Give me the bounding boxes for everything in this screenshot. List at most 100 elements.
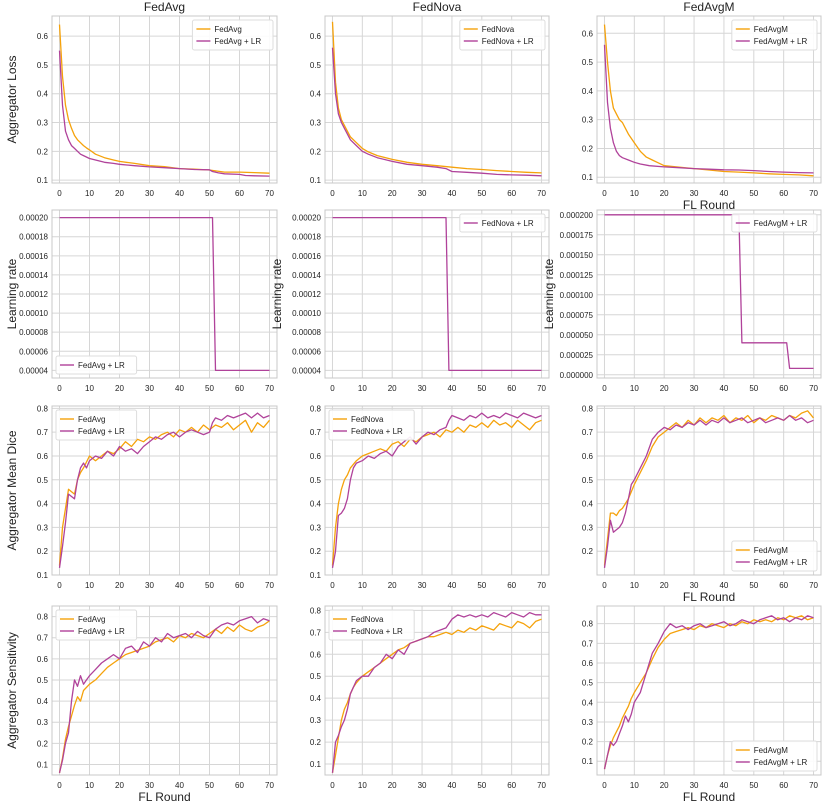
series-line-fedavg: [58, 24, 270, 174]
y-tick-label: 0.00010: [292, 309, 321, 318]
x-tick-label: 50: [749, 189, 758, 198]
y-tick-label: 0.3: [37, 119, 49, 128]
x-axis-label: FL Round: [683, 590, 735, 604]
y-tick-label: 0.8: [582, 620, 594, 629]
y-tick-label: 0.00020: [19, 214, 48, 223]
y-tick-label: 0.00004: [292, 366, 321, 375]
x-tick-label: 10: [630, 189, 639, 198]
x-tick-label: 0: [57, 581, 62, 590]
y-tick-label: 0.00014: [292, 271, 321, 280]
x-tick-label: 20: [115, 581, 124, 590]
series-line-fedavgm: [603, 615, 814, 770]
x-tick-label: 10: [358, 189, 367, 198]
y-tick-label: 0.3: [310, 119, 322, 128]
panel-0-1: 0 10 20 30 40 50 60 70 0.1 0.2 0.3 0.4 0.5 0.6 FedNova…: [310, 0, 550, 198]
x-tick-label: 60: [779, 781, 788, 790]
series-line-fednova-lr: [331, 47, 542, 177]
x-tick-label: 30: [690, 384, 699, 393]
x-tick-label: 50: [205, 384, 214, 393]
x-tick-label: 10: [85, 189, 94, 198]
y-tick-label: 0.6: [310, 452, 322, 461]
legend-label: FedAvgM + LR: [754, 558, 808, 567]
x-tick-label: 60: [235, 781, 244, 790]
y-tick-label: 0.2: [37, 739, 49, 748]
y-axis-label: Learning rate: [5, 258, 19, 329]
x-tick-label: 40: [175, 781, 184, 790]
panel-1-2: 0 10 20 30 40 50 60 70 0.000000 0.000025 0.000050 0…: [542, 209, 822, 393]
y-tick-label: 0.2: [310, 738, 322, 747]
x-tick-label: 20: [115, 189, 124, 198]
y-tick-label: 0.6: [582, 659, 594, 668]
series-line-fedavgm: [603, 24, 814, 177]
x-tick-label: 30: [145, 189, 154, 198]
y-tick-label: 0.5: [310, 476, 322, 485]
x-tick-label: 10: [85, 384, 94, 393]
x-tick-label: 0: [330, 581, 335, 590]
y-tick-label: 0.00018: [19, 233, 48, 242]
y-tick-label: 0.00008: [19, 328, 48, 337]
x-tick-label: 10: [85, 581, 94, 590]
y-tick-label: 0.5: [310, 61, 322, 70]
y-tick-label: 0.8: [37, 404, 49, 413]
x-tick-label: 60: [779, 384, 788, 393]
y-axis-label: Aggregator Mean Dice: [5, 430, 19, 550]
legend-label: FedAvgM + LR: [754, 219, 808, 228]
legend-label: FedAvg: [78, 415, 105, 424]
y-tick-label: 0.7: [310, 428, 322, 437]
y-tick-label: 0.2: [37, 147, 49, 156]
y-tick-label: 0.7: [37, 428, 49, 437]
y-tick-label: 0.2: [310, 547, 322, 556]
legend-box: [459, 213, 546, 233]
legend: FedNova FedNova + LR: [328, 409, 415, 441]
x-tick-label: 20: [115, 781, 124, 790]
legend-label: FedNova + LR: [482, 37, 534, 46]
legend: FedNova + LR: [459, 213, 546, 233]
x-tick-label: 50: [749, 581, 758, 590]
legend-label: FedAvg + LR: [78, 361, 125, 370]
y-tick-label: 0.00016: [19, 252, 48, 261]
x-tick-label: 0: [57, 189, 62, 198]
panel-3-1: 0 10 20 30 40 50 60 70 0.1 0.2 0.3 0.4 0.5 0.6 0.7 0.8 F…: [310, 605, 550, 790]
x-tick-label: 30: [418, 189, 427, 198]
y-tick-label: 0.000025: [560, 351, 594, 360]
legend-box: [731, 540, 818, 572]
y-tick-label: 0.1: [582, 173, 594, 182]
x-tick-label: 50: [477, 781, 486, 790]
legend-label: FedNova + LR: [351, 627, 403, 636]
y-tick-label: 0.5: [37, 476, 49, 485]
y-tick-label: 0.7: [310, 628, 322, 637]
legend: FedAvg FedAvg + LR: [55, 409, 138, 441]
legend: FedNova FedNova + LR: [328, 609, 415, 641]
y-tick-label: 0.5: [582, 476, 594, 485]
x-tick-label: 40: [447, 384, 456, 393]
x-tick-label: 0: [602, 781, 607, 790]
x-axis-label: FL Round: [138, 790, 190, 802]
y-tick-label: 0.3: [37, 523, 49, 532]
y-tick-label: 0.00016: [292, 252, 321, 261]
axes-frame: [596, 605, 822, 776]
x-tick-label: 70: [537, 189, 546, 198]
y-tick-label: 0.00006: [292, 347, 321, 356]
x-tick-label: 30: [418, 384, 427, 393]
x-tick-label: 50: [205, 189, 214, 198]
x-tick-label: 0: [57, 781, 62, 790]
axes-frame: [51, 605, 278, 776]
x-tick-label: 20: [388, 384, 397, 393]
x-tick-label: 60: [235, 189, 244, 198]
x-tick-label: 70: [809, 384, 818, 393]
y-tick-label: 0.2: [310, 147, 322, 156]
x-tick-label: 70: [265, 781, 274, 790]
x-tick-label: 30: [145, 781, 154, 790]
x-tick-label: 30: [145, 581, 154, 590]
legend-label: FedNova: [351, 415, 384, 424]
legend: FedAvg FedAvg + LR: [55, 609, 138, 641]
x-axis-label: FL Round: [683, 198, 735, 212]
legend-label: FedAvgM: [754, 746, 788, 755]
y-tick-label: 0.000175: [560, 231, 594, 240]
x-tick-label: 20: [388, 781, 397, 790]
x-tick-label: 40: [447, 189, 456, 198]
y-axis-label: Learning rate: [542, 258, 556, 329]
y-tick-label: 0.1: [310, 760, 322, 769]
series-line-fedavg: [58, 620, 270, 774]
